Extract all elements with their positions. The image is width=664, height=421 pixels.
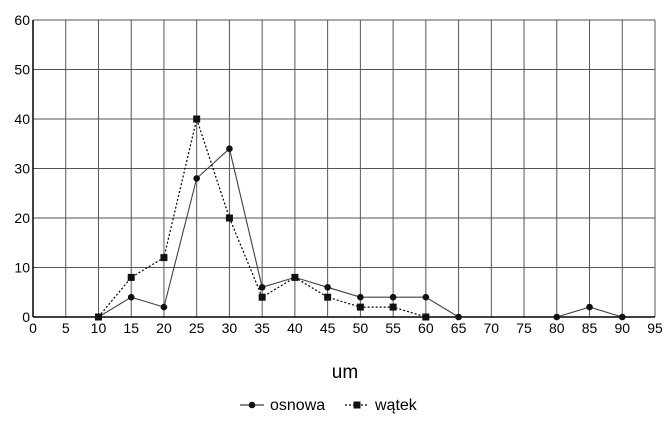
x-tick-label: 80 xyxy=(549,320,565,336)
x-tick-label: 75 xyxy=(516,320,532,336)
data-point xyxy=(586,303,593,311)
data-point xyxy=(324,284,331,291)
x-tick-label: 45 xyxy=(320,320,336,336)
legend-label: wątek xyxy=(374,397,418,414)
y-tick-label: 40 xyxy=(14,111,30,127)
data-point xyxy=(226,145,233,152)
legend-label: osnowa xyxy=(270,397,325,414)
legend-item: wątek xyxy=(345,397,418,414)
x-tick-label: 55 xyxy=(385,320,401,336)
data-point xyxy=(291,273,299,281)
legend: osnowa wątek xyxy=(240,397,418,414)
data-point xyxy=(422,293,430,301)
x-tick-label: 60 xyxy=(418,320,434,336)
x-axis-title: um xyxy=(332,362,358,383)
y-tick-label: 30 xyxy=(14,161,30,177)
x-tick-label: 35 xyxy=(254,320,270,336)
x-tick-label: 90 xyxy=(614,320,630,336)
data-point xyxy=(160,303,168,311)
y-tick-label: 10 xyxy=(14,260,30,276)
series-group xyxy=(94,115,626,321)
legend-item: osnowa xyxy=(240,397,325,414)
data-point xyxy=(357,293,364,301)
data-point xyxy=(422,313,430,321)
x-tick-label: 85 xyxy=(582,320,598,336)
data-point xyxy=(618,313,626,321)
data-point xyxy=(258,293,266,301)
y-tick-label: 60 xyxy=(14,12,30,28)
series-line xyxy=(98,147,459,318)
y-tick-label: 20 xyxy=(14,210,30,226)
axes xyxy=(32,20,655,318)
legend-marker xyxy=(353,401,361,409)
data-point xyxy=(127,293,135,301)
x-tick-label: 20 xyxy=(156,320,172,336)
x-tick-label: 15 xyxy=(123,320,139,336)
x-tick-label: 40 xyxy=(287,320,303,336)
x-tick-label: 0 xyxy=(29,320,37,336)
series-watek xyxy=(94,115,430,321)
x-tick-label: 25 xyxy=(189,320,205,336)
legend-marker xyxy=(248,401,256,409)
data-point xyxy=(193,115,201,123)
x-tick-label: 95 xyxy=(647,320,663,336)
data-point xyxy=(389,293,397,301)
x-tick-label: 50 xyxy=(353,320,369,336)
series-line xyxy=(98,116,427,318)
data-point xyxy=(553,313,561,321)
x-tick-label: 5 xyxy=(62,320,70,336)
data-point xyxy=(455,313,462,321)
data-point xyxy=(225,214,233,222)
data-point xyxy=(94,313,102,321)
x-tick-label: 30 xyxy=(222,320,238,336)
y-tick-label: 50 xyxy=(14,62,30,78)
y-tick-label: 0 xyxy=(22,309,30,325)
data-point xyxy=(127,273,135,281)
data-point xyxy=(160,254,168,262)
grid xyxy=(32,19,656,318)
series-osnowa xyxy=(95,145,626,321)
data-point xyxy=(193,175,200,182)
data-point xyxy=(324,293,332,301)
data-point xyxy=(389,303,397,311)
x-tick-label: 70 xyxy=(484,320,500,336)
data-point xyxy=(258,284,266,291)
x-tick-label: 10 xyxy=(91,320,107,336)
tick-labels: 0 5 10 15 20 25 30 35 40 45 50 55 60 65 70 75 80 85 90 95 0 1… xyxy=(14,12,663,336)
data-point xyxy=(356,303,364,311)
x-tick-label: 65 xyxy=(451,320,467,336)
